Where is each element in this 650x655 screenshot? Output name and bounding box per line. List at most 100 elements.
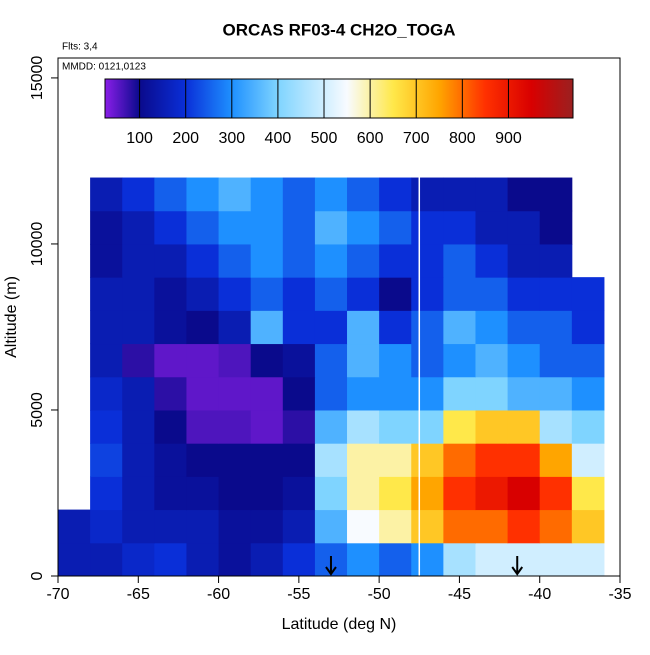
heat-cell	[507, 310, 541, 345]
heat-cell	[443, 243, 476, 278]
heat-cell	[186, 177, 220, 212]
heat-cell	[122, 476, 155, 511]
heat-cell	[186, 243, 220, 278]
heat-cell	[122, 177, 155, 212]
heat-cell	[186, 443, 220, 477]
heat-cell	[90, 409, 123, 444]
heat-cell	[475, 376, 509, 411]
x-tick-label: -55	[287, 586, 310, 603]
heat-cell	[475, 177, 509, 212]
heat-cell	[250, 376, 284, 411]
heat-cell	[443, 409, 476, 444]
heat-cell	[154, 542, 187, 577]
heat-cell	[154, 210, 187, 245]
heat-cell	[186, 476, 220, 511]
x-tick-label: -60	[207, 586, 230, 603]
heat-cell	[122, 509, 155, 544]
heat-cell	[314, 310, 348, 345]
heat-cell	[443, 443, 476, 477]
heat-cell	[90, 210, 123, 245]
heat-cell	[218, 409, 252, 444]
chart-title: ORCAS RF03-4 CH2O_TOGA	[222, 20, 455, 39]
heat-cell	[154, 177, 187, 212]
heat-cell	[507, 277, 541, 311]
heat-cell	[347, 376, 380, 411]
heat-cell	[347, 443, 380, 477]
heat-cell	[90, 509, 123, 544]
heat-cell	[282, 443, 316, 477]
heat-cell	[122, 243, 155, 278]
heat-cell	[90, 542, 123, 577]
heat-cell	[347, 409, 380, 444]
y-tick-label: 15000	[29, 56, 46, 101]
heat-cell	[379, 509, 412, 544]
heat-cell	[379, 476, 412, 511]
heat-cell	[218, 210, 252, 245]
heat-cell	[122, 376, 155, 411]
heat-cell	[379, 343, 412, 378]
heat-cell	[571, 376, 605, 411]
annotation: MMDD: 0121,0123	[62, 62, 146, 73]
x-tick-label: -70	[46, 586, 69, 603]
heat-cell	[507, 177, 541, 212]
heat-cell	[282, 509, 316, 544]
colorbar-tick-label: 100	[126, 130, 153, 147]
heat-cell	[250, 277, 284, 311]
heat-cell	[314, 409, 348, 444]
heat-cell	[379, 210, 412, 245]
heat-cell	[186, 509, 220, 544]
y-tick-label: 5000	[29, 392, 46, 428]
heat-cell	[186, 542, 220, 577]
colorbar	[104, 78, 574, 119]
arrow	[511, 556, 524, 576]
heat-cell	[122, 343, 155, 378]
heat-cell	[539, 310, 573, 345]
heat-cell	[186, 277, 220, 311]
heat-cell	[411, 243, 444, 278]
heat-cell	[90, 277, 123, 311]
heat-cell	[475, 210, 509, 245]
heat-cell	[282, 243, 316, 278]
annotation: Flts: 3,4	[62, 42, 98, 53]
heat-cell	[539, 277, 573, 311]
heat-cell	[539, 376, 573, 411]
heat-cell	[282, 376, 316, 411]
heat-cell	[250, 210, 284, 245]
heat-cell	[90, 343, 123, 378]
heat-cell	[539, 210, 573, 245]
heat-cell	[58, 509, 91, 544]
heat-cell	[539, 409, 573, 444]
colorbar-tick-label: 200	[172, 130, 199, 147]
colorbar-tick-label: 400	[265, 130, 292, 147]
heat-cell	[411, 210, 444, 245]
heat-cell	[154, 243, 187, 278]
heat-cell	[218, 509, 252, 544]
heat-cell	[475, 243, 509, 278]
heat-cell	[347, 210, 380, 245]
heat-cell	[218, 310, 252, 345]
heat-cell	[218, 177, 252, 212]
y-tick-label: 0	[29, 571, 46, 580]
colorbar-tick-label: 500	[311, 130, 338, 147]
heat-cell	[571, 509, 605, 544]
heat-cell	[250, 509, 284, 544]
heat-cell	[314, 210, 348, 245]
heat-cell	[154, 343, 187, 378]
heat-cell	[347, 243, 380, 278]
heat-cell	[154, 376, 187, 411]
heat-cell	[347, 277, 380, 311]
x-tick-label: -40	[528, 586, 551, 603]
heat-cell	[282, 476, 316, 511]
heat-cell	[314, 476, 348, 511]
heat-cell	[314, 243, 348, 278]
heat-cell	[475, 509, 509, 544]
heat-cell	[154, 277, 187, 311]
heat-cell	[571, 310, 605, 345]
heat-cell	[507, 409, 541, 444]
heat-cell	[411, 277, 444, 311]
heat-cell	[443, 509, 476, 544]
heat-cell	[507, 343, 541, 378]
colorbar-tick-label: 700	[403, 130, 430, 147]
heat-cell	[443, 177, 476, 212]
heat-cell	[314, 443, 348, 477]
